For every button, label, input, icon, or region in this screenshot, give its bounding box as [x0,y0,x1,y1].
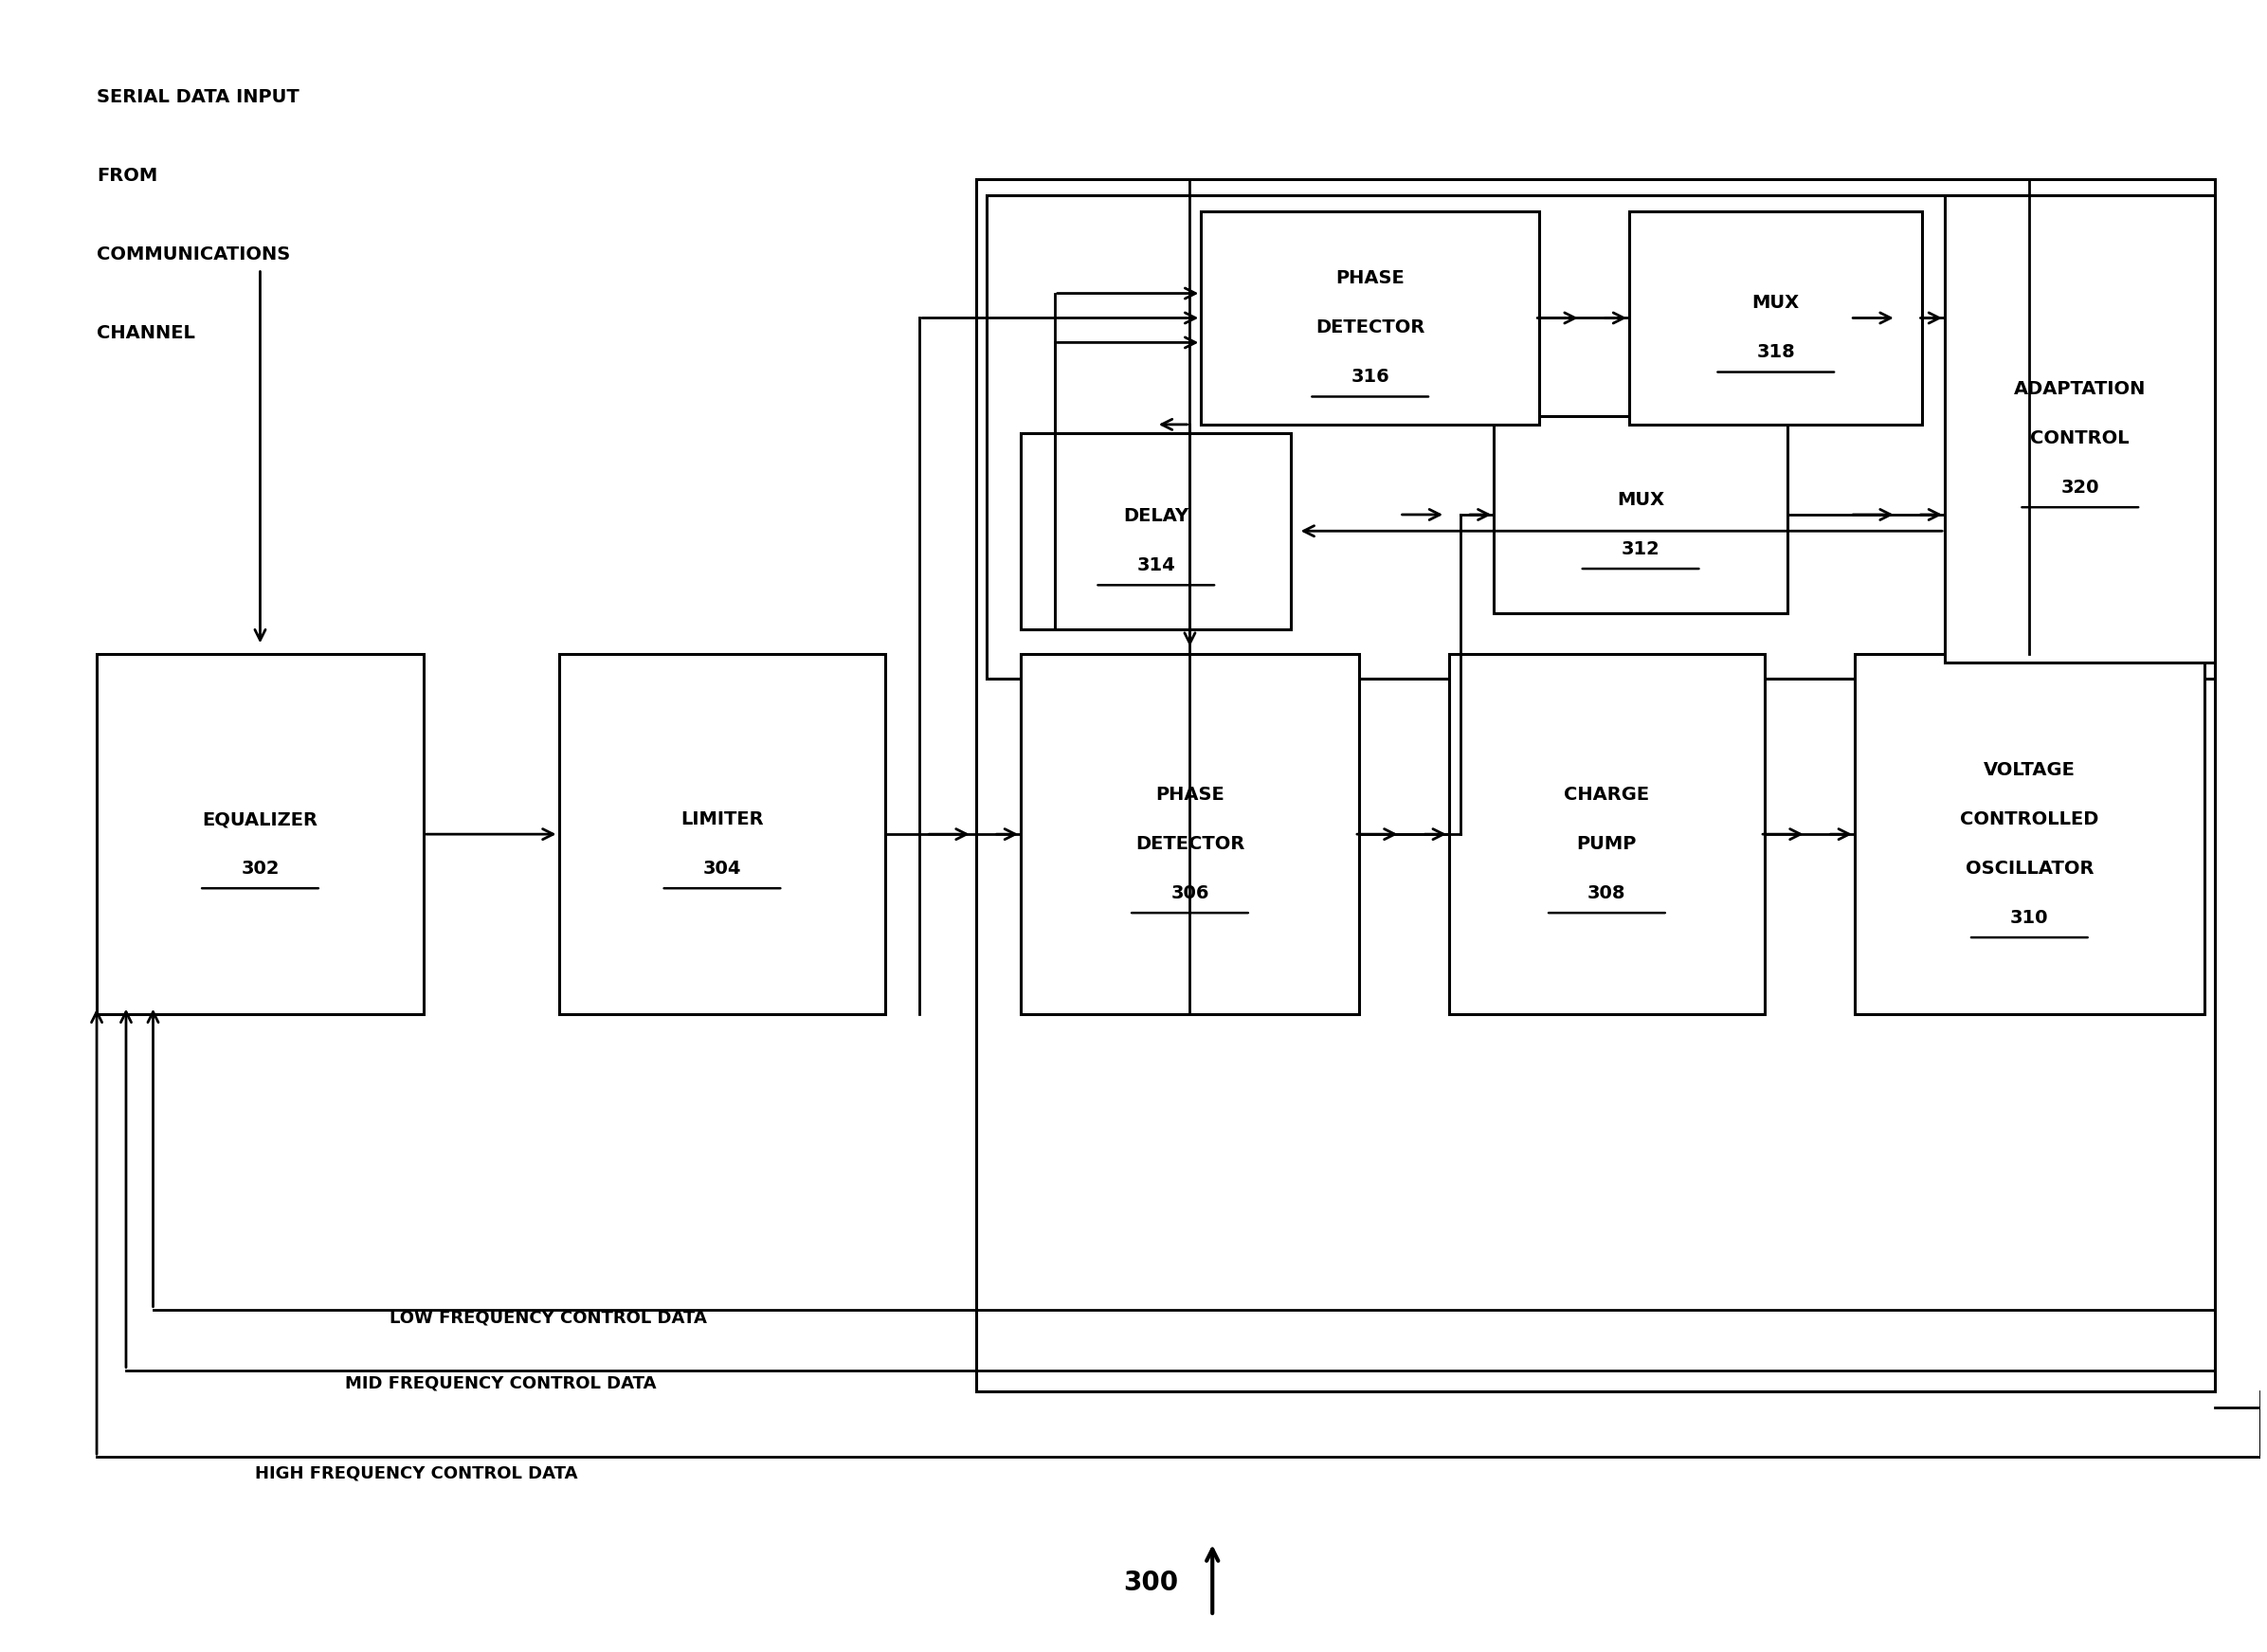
Text: 302: 302 [240,859,279,877]
Text: 306: 306 [1170,884,1208,902]
Bar [986,195,2215,679]
Text: MUX: MUX [1616,491,1664,509]
Text: SERIAL DATA INPUT: SERIAL DATA INPUT [97,88,299,106]
Text: ADAPTATION: ADAPTATION [2013,380,2147,398]
Text: DELAY: DELAY [1122,507,1188,525]
Text: CONTROL: CONTROL [2031,430,2129,448]
Text: 320: 320 [2061,479,2099,497]
Text: 312: 312 [1621,540,1659,558]
Text: PHASE: PHASE [1335,269,1406,287]
Text: 300: 300 [1124,1569,1179,1596]
Text: 308: 308 [1587,884,1625,902]
Text: 316: 316 [1351,368,1390,387]
Text: COMMUNICATIONS: COMMUNICATIONS [97,244,290,263]
Bar [1494,416,1786,613]
Text: 310: 310 [2011,909,2049,927]
Text: PUMP: PUMP [1578,834,1637,852]
Bar [1630,211,1922,425]
Text: LOW FREQUENCY CONTROL DATA: LOW FREQUENCY CONTROL DATA [390,1308,707,1327]
Text: 318: 318 [1757,344,1795,362]
Text: CHANNEL: CHANNEL [97,324,195,342]
Bar [975,178,2215,1391]
Text: HIGH FREQUENCY CONTROL DATA: HIGH FREQUENCY CONTROL DATA [254,1465,578,1482]
Text: MID FREQUENCY CONTROL DATA: MID FREQUENCY CONTROL DATA [345,1374,655,1391]
Text: OSCILLATOR: OSCILLATOR [1965,859,2095,877]
Text: CONTROLLED: CONTROLLED [1961,811,2099,828]
Bar [1854,654,2204,1014]
Bar [558,654,886,1014]
Bar [1449,654,1764,1014]
Text: CHARGE: CHARGE [1564,786,1650,805]
Text: 314: 314 [1136,557,1174,575]
Text: EQUALIZER: EQUALIZER [202,811,317,828]
Bar [1020,654,1358,1014]
Text: VOLTAGE: VOLTAGE [1984,762,2074,780]
Text: PHASE: PHASE [1156,786,1224,805]
Text: FROM: FROM [97,167,159,185]
Text: 304: 304 [703,859,741,877]
Bar [1945,195,2215,662]
Text: DETECTOR: DETECTOR [1315,319,1426,337]
Bar [97,654,424,1014]
Text: MUX: MUX [1752,294,1800,312]
Text: DETECTOR: DETECTOR [1136,834,1245,852]
Bar [1020,433,1292,629]
Text: LIMITER: LIMITER [680,811,764,828]
Bar [1202,211,1539,425]
